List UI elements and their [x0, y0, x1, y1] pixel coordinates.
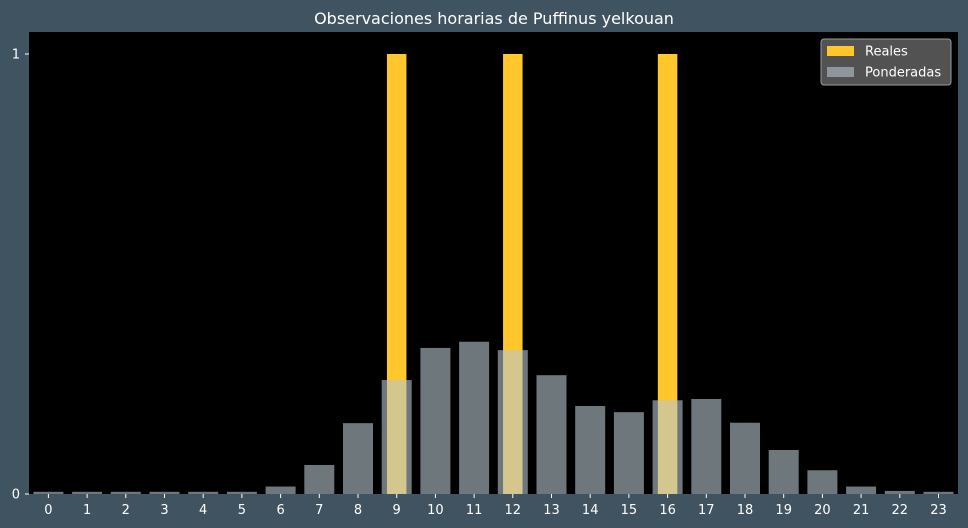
x-tick-label-2: 2 — [122, 503, 130, 518]
bar-ponderadas-8 — [343, 423, 373, 494]
bar-ponderadas-3 — [149, 491, 180, 494]
x-tick-label-8: 8 — [354, 503, 362, 518]
y-axis: 01 — [12, 48, 29, 503]
x-tick-label-16: 16 — [659, 503, 676, 518]
x-tick-label-22: 22 — [892, 503, 909, 518]
bar-ponderadas-10 — [420, 347, 451, 494]
y-tick-label-1: 1 — [12, 48, 20, 63]
bar-ponderadas-5 — [226, 491, 257, 494]
x-tick-label-20: 20 — [814, 503, 831, 518]
x-tick-label-12: 12 — [505, 503, 522, 518]
legend-label-reales: Reales — [865, 45, 908, 60]
legend-swatch-reales — [827, 46, 854, 56]
x-tick-label-0: 0 — [44, 503, 52, 518]
bar-reales-16 — [657, 54, 678, 494]
bar-ponderadas-4 — [188, 491, 219, 494]
bar-ponderadas-17 — [691, 398, 722, 494]
x-axis: 0 1 2 3 4 5 6 7 8 9 10 11 12 13 14 15 16 17 18 19 20 21 22 23 — [44, 494, 947, 518]
bar-ponderadas-19 — [768, 450, 799, 494]
legend: Reales Ponderadas — [820, 38, 952, 86]
chart-title: Observaciones horarias de Puffinus yelko… — [314, 9, 674, 28]
bar-ponderadas-1 — [72, 491, 103, 494]
bar-ponderadas-6 — [265, 486, 296, 494]
x-tick-label-6: 6 — [276, 503, 284, 518]
x-tick-label-21: 21 — [853, 503, 870, 518]
series-ponderadas — [33, 341, 954, 494]
legend-swatch-ponderadas — [827, 67, 854, 77]
x-tick-label-10: 10 — [427, 503, 444, 518]
x-tick-label-3: 3 — [160, 503, 168, 518]
x-tick-label-9: 9 — [393, 503, 401, 518]
x-tick-label-7: 7 — [315, 503, 323, 518]
legend-label-ponderadas: Ponderadas — [865, 66, 941, 81]
y-tick-label-0: 0 — [12, 488, 20, 503]
bar-ponderadas-14 — [575, 406, 606, 494]
plot-area — [29, 32, 958, 494]
bar-ponderadas-22 — [884, 490, 915, 494]
bar-ponderadas-23 — [923, 491, 954, 494]
bar-ponderadas-20 — [807, 470, 838, 494]
x-tick-label-18: 18 — [737, 503, 754, 518]
bar-ponderadas-9 — [381, 380, 412, 494]
bar-ponderadas-18 — [730, 422, 760, 494]
x-tick-label-14: 14 — [582, 503, 599, 518]
x-tick-label-13: 13 — [543, 503, 560, 518]
bar-ponderadas-11 — [459, 341, 490, 494]
x-tick-label-11: 11 — [466, 503, 483, 518]
bar-ponderadas-16 — [652, 400, 683, 494]
x-tick-label-23: 23 — [930, 503, 947, 518]
bar-ponderadas-13 — [536, 375, 567, 494]
bar-ponderadas-21 — [846, 486, 877, 494]
bar-ponderadas-0 — [33, 491, 64, 494]
bar-ponderadas-15 — [613, 412, 644, 494]
bar-ponderadas-12 — [497, 350, 528, 494]
bar-ponderadas-2 — [110, 491, 141, 494]
x-tick-label-15: 15 — [621, 503, 638, 518]
x-tick-label-4: 4 — [199, 503, 207, 518]
x-tick-label-5: 5 — [238, 503, 246, 518]
x-tick-label-19: 19 — [775, 503, 792, 518]
x-tick-label-1: 1 — [83, 503, 91, 518]
x-tick-label-17: 17 — [698, 503, 715, 518]
bar-ponderadas-7 — [304, 464, 335, 494]
